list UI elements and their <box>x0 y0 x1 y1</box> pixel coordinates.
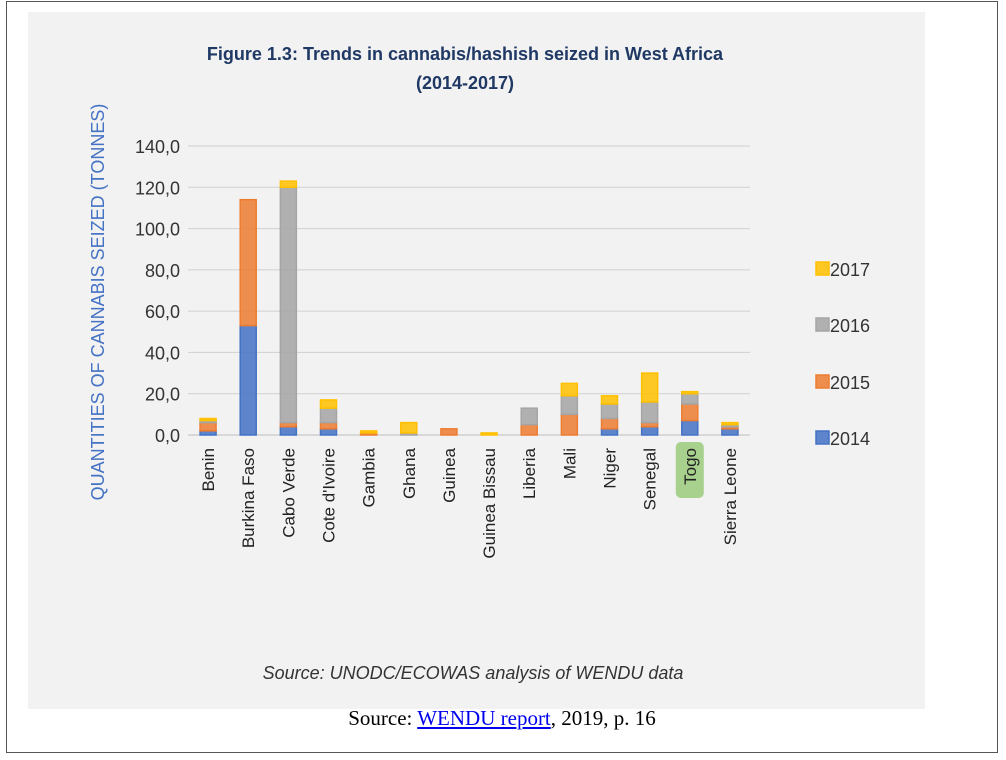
x-tick-label: Niger <box>601 448 620 489</box>
bar-segment <box>681 419 699 436</box>
bar-segment <box>319 407 338 424</box>
bar-segment <box>721 428 739 436</box>
x-tick-label: Togo <box>681 448 700 485</box>
y-tick-label: 100,0 <box>135 220 180 240</box>
bar-segment <box>319 399 338 409</box>
bar-segment <box>600 403 619 420</box>
bar-segment <box>279 180 298 189</box>
bar-segment <box>520 423 538 436</box>
bar-segment <box>560 382 579 397</box>
y-tick-label: 120,0 <box>135 178 180 198</box>
bar-segment <box>681 392 699 405</box>
bar-segment <box>560 413 579 436</box>
gridlines <box>188 145 750 436</box>
x-tick-label: Senegal <box>641 448 660 510</box>
legend-label: 2014 <box>830 429 870 449</box>
bar-segment <box>279 425 298 436</box>
bar-segment <box>480 432 498 436</box>
legend-swatch <box>815 317 830 332</box>
x-tick-label: Guinea <box>440 447 459 502</box>
chart: Figure 1.3: Trends in cannabis/hashish s… <box>88 44 870 683</box>
chart-title-line: (2014-2017) <box>416 73 514 93</box>
legend-swatch <box>815 430 830 445</box>
wendu-report-link[interactable]: WENDU report <box>417 706 551 730</box>
highlight-box <box>675 442 704 498</box>
chart-panel: Figure 1.3: Trends in cannabis/hashish s… <box>28 12 925 709</box>
y-tick-label: 40,0 <box>145 343 180 363</box>
x-tick-label: Burkina Faso <box>239 448 258 548</box>
figure-caption: Source: WENDU report, 2019, p. 16 <box>7 706 997 731</box>
x-tick-label: Cabo Verde <box>279 448 298 538</box>
bar-segment <box>440 428 458 436</box>
bar-segment <box>600 417 619 430</box>
y-tick-label: 140,0 <box>135 137 180 157</box>
y-tick-label: 60,0 <box>145 302 180 322</box>
chart-title-line: Figure 1.3: Trends in cannabis/hashish s… <box>207 44 724 64</box>
bar-segment <box>239 324 257 436</box>
bar-segment <box>239 198 257 327</box>
bars <box>199 180 739 436</box>
bar-segment <box>640 401 659 424</box>
x-tick-label: Cote d'Ivoire <box>320 448 339 543</box>
chart-source-note: Source: UNODC/ECOWAS analysis of WENDU d… <box>263 663 684 683</box>
bar-segment <box>560 395 579 416</box>
y-tick-label: 20,0 <box>145 385 180 405</box>
bar-segment <box>681 403 699 422</box>
chart-title-group: Figure 1.3: Trends in cannabis/hashish s… <box>207 44 724 93</box>
bar-segment <box>400 421 418 434</box>
bar-segment <box>600 428 619 436</box>
legend-label: 2017 <box>830 260 870 280</box>
legend: 2017 2016 2015 2014 <box>815 260 870 449</box>
x-tick-label: Guinea Bissau <box>480 448 499 559</box>
x-tick-label: Benin <box>199 448 218 491</box>
x-tick-labels: Benin Burkina Faso Cabo Verde Cote d'Ivoire… <box>199 442 740 559</box>
legend-label: 2015 <box>830 373 870 393</box>
x-tick-label: Liberia <box>520 447 539 499</box>
y-axis-label: QUANTITIES OF CANNABIS SEIZED (TONNES) <box>88 104 108 501</box>
legend-label: 2016 <box>830 316 870 336</box>
y-tick-label: 0,0 <box>155 426 180 446</box>
legend-swatch <box>815 261 830 276</box>
bar-segment <box>520 407 538 426</box>
bar-segment <box>199 421 217 432</box>
bar-segment <box>319 421 338 430</box>
x-tick-label: Ghana <box>400 447 419 499</box>
bar-segment <box>640 425 659 436</box>
bar-segment <box>721 421 739 426</box>
bar-segment <box>319 428 338 436</box>
x-tick-label: Gambia <box>360 447 379 507</box>
caption-suffix: , 2019, p. 16 <box>550 706 656 730</box>
bar-segment <box>681 390 699 395</box>
x-tick-label: Sierra Leone <box>721 448 740 545</box>
legend-swatch <box>815 374 830 389</box>
bar-segment <box>199 417 217 422</box>
bar-segment <box>640 372 659 403</box>
figure-frame: Figure 1.3: Trends in cannabis/hashish s… <box>6 1 998 753</box>
caption-prefix: Source: <box>348 706 418 730</box>
y-tick-label: 80,0 <box>145 261 180 281</box>
y-tick-labels: 0,0 20,0 40,0 60,0 80,0 100,0 120,0 140,0 <box>135 137 180 446</box>
bar-segment <box>359 430 378 434</box>
bar-segment <box>279 186 298 424</box>
bar-segment <box>600 395 619 405</box>
x-tick-label: Mali <box>560 448 579 479</box>
